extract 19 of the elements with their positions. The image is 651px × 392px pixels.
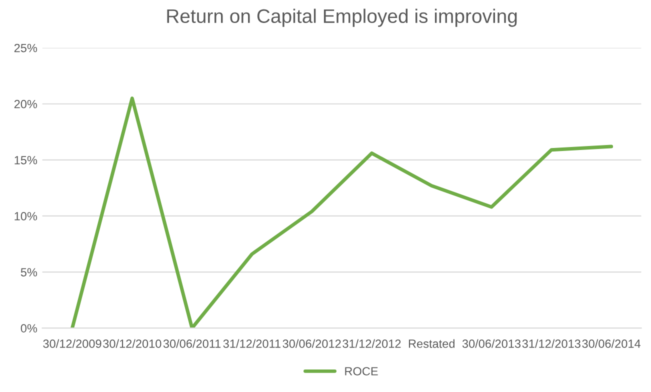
y-tick-label: 5% xyxy=(20,268,38,276)
x-tick-label: 31/12/2012 xyxy=(342,339,401,348)
x-tick-label: 30/12/2010 xyxy=(103,339,162,348)
y-tick-label: 10% xyxy=(14,212,38,220)
x-tick-label: 31/12/2013 xyxy=(522,339,580,348)
x-tick-label: Restated xyxy=(408,339,454,348)
x-tick-label: 30/06/2014 xyxy=(582,339,640,348)
chart-title: Return on Capital Employed is improving xyxy=(167,8,517,27)
x-tick-label: 31/12/2011 xyxy=(223,339,280,348)
y-tick-label: 25% xyxy=(14,44,38,52)
x-tick-label: 30/06/2012 xyxy=(282,339,341,348)
x-tick-label: 30/12/2009 xyxy=(43,339,102,348)
x-tick-label: 30/06/2011 xyxy=(163,339,221,348)
x-tick-label: 30/06/2013 xyxy=(462,339,521,348)
y-tick-label: 15% xyxy=(14,156,38,164)
legend-label: ROCE xyxy=(345,367,378,376)
line-series xyxy=(70,96,614,328)
y-tick-label: 20% xyxy=(14,100,38,108)
y-tick-label: 0% xyxy=(20,324,38,332)
